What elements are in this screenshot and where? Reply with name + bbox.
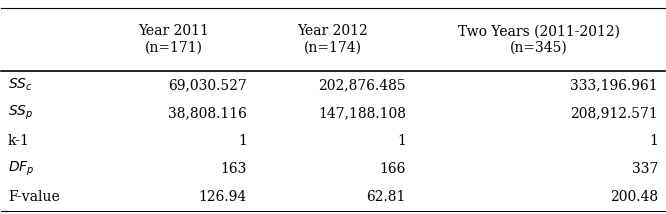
Text: $SS_p$: $SS_p$ [8,104,33,122]
Text: Year 2012
(n=174): Year 2012 (n=174) [298,24,368,55]
Text: k-1: k-1 [8,134,30,148]
Text: 333,196.961: 333,196.961 [570,78,658,92]
Text: $SS_c$: $SS_c$ [8,77,33,93]
Text: 126.94: 126.94 [198,190,247,204]
Text: Year 2011
(n=171): Year 2011 (n=171) [139,24,209,55]
Text: 38,808.116: 38,808.116 [168,106,247,120]
Text: 1: 1 [238,134,247,148]
Text: 208,912.571: 208,912.571 [570,106,658,120]
Text: 62.81: 62.81 [366,190,406,204]
Text: F-value: F-value [8,190,60,204]
Text: 69,030.527: 69,030.527 [168,78,247,92]
Text: 1: 1 [649,134,658,148]
Text: 202,876.485: 202,876.485 [318,78,406,92]
Text: Two Years (2011-2012)
(n=345): Two Years (2011-2012) (n=345) [458,24,619,55]
Text: 163: 163 [220,162,247,176]
Text: 200.48: 200.48 [610,190,658,204]
Text: 1: 1 [397,134,406,148]
Text: 337: 337 [631,162,658,176]
Text: 147,188.108: 147,188.108 [318,106,406,120]
Text: $DF_p$: $DF_p$ [8,160,35,178]
Text: 166: 166 [380,162,406,176]
